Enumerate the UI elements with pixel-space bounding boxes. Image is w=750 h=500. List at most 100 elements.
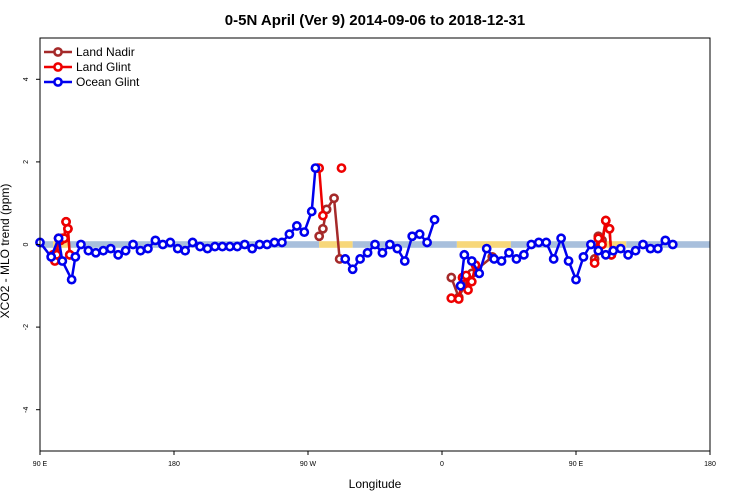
legend-swatch-marker: [53, 47, 63, 57]
legend-item: Ocean Glint: [44, 75, 140, 89]
series-1-line-1: [317, 166, 325, 216]
series-2-line-0: [39, 167, 317, 281]
band-ocean-6: [510, 241, 597, 248]
chart-title: 0-5N April (Ver 9) 2014-09-06 to 2018-12…: [225, 12, 525, 29]
series-2-point: [399, 256, 410, 266]
y-axis-ticks: -4 -2 0 2 4: [23, 77, 40, 413]
series-2-point: [638, 239, 648, 250]
series-2-point: [541, 237, 552, 248]
series-2-point: [306, 206, 317, 217]
series-2-point: [355, 254, 366, 264]
series-2-point: [113, 249, 124, 260]
x-tick-label: 90 W: [300, 461, 317, 468]
band-land-5: [456, 241, 511, 248]
series-2-point: [489, 254, 500, 264]
series-2-point: [526, 239, 537, 250]
series-2-point: [165, 237, 176, 248]
series-2-point: [347, 264, 358, 275]
series-2-point: [571, 274, 581, 285]
band-land-3: [319, 241, 353, 248]
series-2-point: [407, 231, 418, 242]
series-1-point: [466, 276, 477, 287]
legend-item: Land Nadir: [44, 45, 135, 59]
series-0-point: [446, 272, 457, 283]
series-2-point: [615, 243, 626, 254]
series-2-point: [459, 249, 470, 260]
series-1-point: [600, 215, 611, 226]
series-2-point: [224, 241, 235, 252]
y-tick-label: 4: [23, 77, 30, 81]
x-tick-label: 180: [168, 461, 180, 468]
series-2-point: [172, 243, 183, 254]
series-2-point: [660, 235, 671, 246]
series-2-point: [667, 239, 678, 250]
series-2-point: [105, 243, 116, 254]
series-2-point: [556, 233, 567, 244]
x-tick-label: 180: [704, 461, 716, 468]
legend-label: Ocean Glint: [76, 75, 140, 89]
series-2-point: [645, 243, 656, 254]
y-tick-label: -2: [23, 324, 30, 330]
series-2-point: [511, 254, 522, 264]
band-ocean-0: [40, 241, 54, 248]
series-0-point: [317, 223, 328, 234]
x-tick-label: 0: [440, 461, 444, 468]
series-2-point: [202, 243, 213, 254]
series-2-point: [150, 235, 161, 246]
series-2-point: [291, 221, 302, 231]
series-1-point: [463, 285, 473, 295]
series-2-point: [262, 239, 272, 250]
series-2-point: [70, 251, 81, 262]
series-2-point: [90, 247, 101, 258]
x-tick-label: 90 E: [33, 461, 48, 468]
series-2-point: [593, 245, 604, 256]
series-2-point: [481, 243, 492, 254]
series-2-point: [623, 249, 634, 260]
series-2-point: [299, 227, 310, 238]
series-2-point: [340, 254, 351, 264]
series-2-point: [370, 239, 380, 250]
series-2-point: [284, 229, 295, 240]
series-2-point: [254, 239, 265, 250]
series-2-point: [66, 274, 77, 285]
series-2-point: [377, 247, 388, 258]
series-2-point: [232, 241, 243, 252]
series-1-point: [336, 163, 347, 173]
series-2-point: [98, 245, 109, 256]
series-2-point: [455, 280, 466, 291]
series-1-point: [604, 223, 615, 234]
y-tick-label: -4: [23, 406, 30, 412]
series-2-point: [533, 237, 544, 248]
series-2-point: [504, 247, 514, 258]
series-2-point: [652, 243, 663, 254]
series-0-point: [329, 193, 339, 204]
y-tick-label: 0: [23, 242, 30, 246]
legend-swatch-marker: [53, 77, 63, 87]
series-2-point: [578, 251, 589, 262]
legend-label: Land Glint: [76, 60, 131, 74]
series-1-point: [63, 223, 73, 234]
series-1-point: [589, 258, 600, 268]
series-1-point: [453, 294, 464, 304]
series-2: [35, 163, 678, 291]
series-2-point: [414, 229, 425, 240]
series-1-point: [317, 210, 328, 221]
series-2-point: [187, 237, 198, 248]
series-2-point: [548, 254, 559, 264]
series-2-point: [143, 243, 153, 254]
x-axis-label: Longitude: [349, 477, 402, 491]
series-layer: [35, 163, 678, 304]
legend-item: Land Glint: [44, 60, 131, 74]
series-2-point: [474, 268, 485, 279]
series-2-point: [53, 233, 64, 244]
series-2-point: [630, 245, 641, 256]
series-2-point: [466, 256, 477, 266]
series-2-point: [120, 245, 131, 256]
series-2-point: [247, 243, 258, 254]
series-2-point: [310, 163, 321, 173]
series-2-point: [362, 247, 373, 258]
series-2-point: [392, 243, 403, 254]
series-2-point: [563, 256, 574, 266]
series-2-point: [384, 239, 395, 250]
